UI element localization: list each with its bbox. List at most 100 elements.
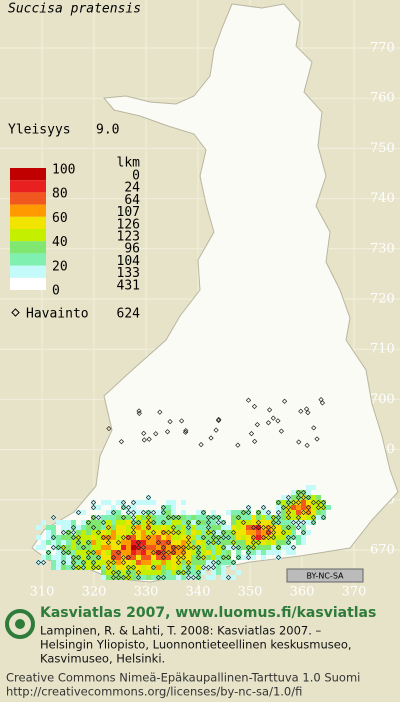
cell xyxy=(101,535,106,540)
cell xyxy=(136,510,141,515)
north-label: 750 xyxy=(370,141,395,156)
cell xyxy=(36,525,41,530)
cell xyxy=(61,560,66,565)
cell xyxy=(316,505,321,510)
cell xyxy=(221,520,226,525)
east-label: 370 xyxy=(342,585,367,600)
count-value: 126 xyxy=(117,217,140,232)
cell xyxy=(76,540,81,545)
cell xyxy=(71,520,76,525)
cell xyxy=(276,505,281,510)
cell xyxy=(91,535,96,540)
cell xyxy=(256,550,261,555)
cell xyxy=(211,545,216,550)
cell xyxy=(136,540,141,545)
cell xyxy=(116,560,121,565)
cell xyxy=(166,530,171,535)
observation-mark xyxy=(95,564,102,571)
cell xyxy=(96,530,101,535)
cell xyxy=(96,535,101,540)
observation-mark xyxy=(245,554,252,561)
cell xyxy=(206,535,211,540)
cell xyxy=(56,555,61,560)
cell xyxy=(126,515,131,520)
observation-mark xyxy=(245,549,252,556)
observation-mark xyxy=(130,499,137,506)
cell xyxy=(131,555,136,560)
observation-mark xyxy=(225,554,232,561)
cell xyxy=(146,540,151,545)
cell xyxy=(61,545,66,550)
observation-mark xyxy=(170,514,177,521)
cell xyxy=(136,570,141,575)
cell xyxy=(66,525,71,530)
observation-mark xyxy=(180,544,187,551)
observation-mark xyxy=(105,559,112,566)
cell xyxy=(141,520,146,525)
cell xyxy=(281,545,286,550)
observation-mark xyxy=(145,494,152,501)
cell xyxy=(246,540,251,545)
cell xyxy=(271,550,276,555)
cell xyxy=(61,535,66,540)
citation-line: Helsingin Yliopisto, Luonnontieteellinen… xyxy=(40,638,352,652)
cell xyxy=(256,525,261,530)
species-title: Succisa pratensis xyxy=(8,2,141,17)
cell xyxy=(271,545,276,550)
observation-mark xyxy=(300,489,307,496)
cell xyxy=(131,540,136,545)
cell xyxy=(301,510,306,515)
observation-mark xyxy=(160,504,167,511)
cell xyxy=(151,560,156,565)
legend-swatch xyxy=(10,216,46,229)
observation-mark xyxy=(185,569,192,576)
cell xyxy=(246,515,251,520)
cell xyxy=(236,550,241,555)
observation-mark xyxy=(135,519,142,526)
cell xyxy=(116,515,121,520)
cell xyxy=(271,525,276,530)
observation-mark xyxy=(125,569,132,576)
cell xyxy=(96,555,101,560)
cell xyxy=(186,540,191,545)
cell xyxy=(306,505,311,510)
cell xyxy=(51,535,56,540)
cell xyxy=(206,540,211,545)
cell xyxy=(101,500,106,505)
observation-mark xyxy=(110,509,117,516)
observation-mark xyxy=(179,418,185,424)
cell xyxy=(111,525,116,530)
cell xyxy=(196,545,201,550)
cell xyxy=(101,565,106,570)
cell xyxy=(216,535,221,540)
observation-mark xyxy=(185,519,192,526)
count-value: 96 xyxy=(124,242,140,257)
observation-mark xyxy=(190,574,197,581)
observation-mark xyxy=(150,519,157,526)
observation-mark xyxy=(252,438,258,445)
cell xyxy=(251,540,256,545)
observation-mark xyxy=(120,559,127,566)
cell xyxy=(201,520,206,525)
cell xyxy=(186,565,191,570)
cell xyxy=(91,565,96,570)
cell xyxy=(246,550,251,555)
cell xyxy=(231,575,236,580)
cell xyxy=(181,570,186,575)
cell xyxy=(221,550,226,555)
cell xyxy=(301,530,306,535)
observation-mark xyxy=(85,539,92,546)
observation-mark xyxy=(60,559,67,566)
cell xyxy=(181,555,186,560)
observation-mark xyxy=(295,514,302,521)
east-label: 340 xyxy=(186,585,211,600)
cell xyxy=(186,525,191,530)
cell xyxy=(51,540,56,545)
observation-mark xyxy=(285,504,292,511)
cell xyxy=(56,540,61,545)
cell xyxy=(281,505,286,510)
observation-mark xyxy=(265,509,272,516)
observation-mark xyxy=(260,504,267,511)
cell xyxy=(206,525,211,530)
